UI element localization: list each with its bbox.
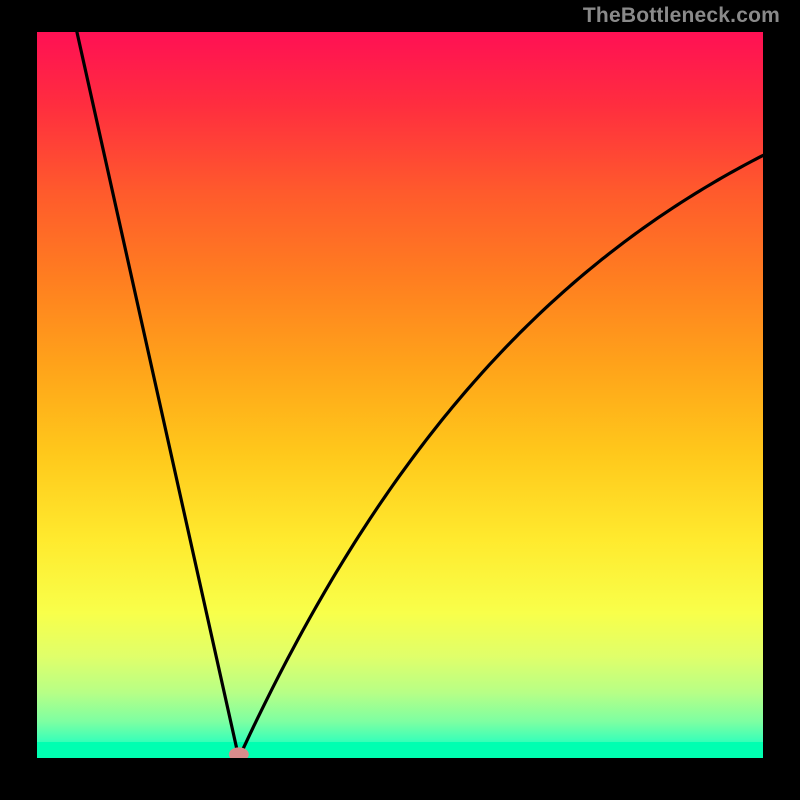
chart-background	[37, 32, 763, 758]
bottleneck-chart	[37, 32, 763, 758]
green-band	[37, 742, 763, 758]
watermark: TheBottleneck.com	[583, 4, 780, 28]
